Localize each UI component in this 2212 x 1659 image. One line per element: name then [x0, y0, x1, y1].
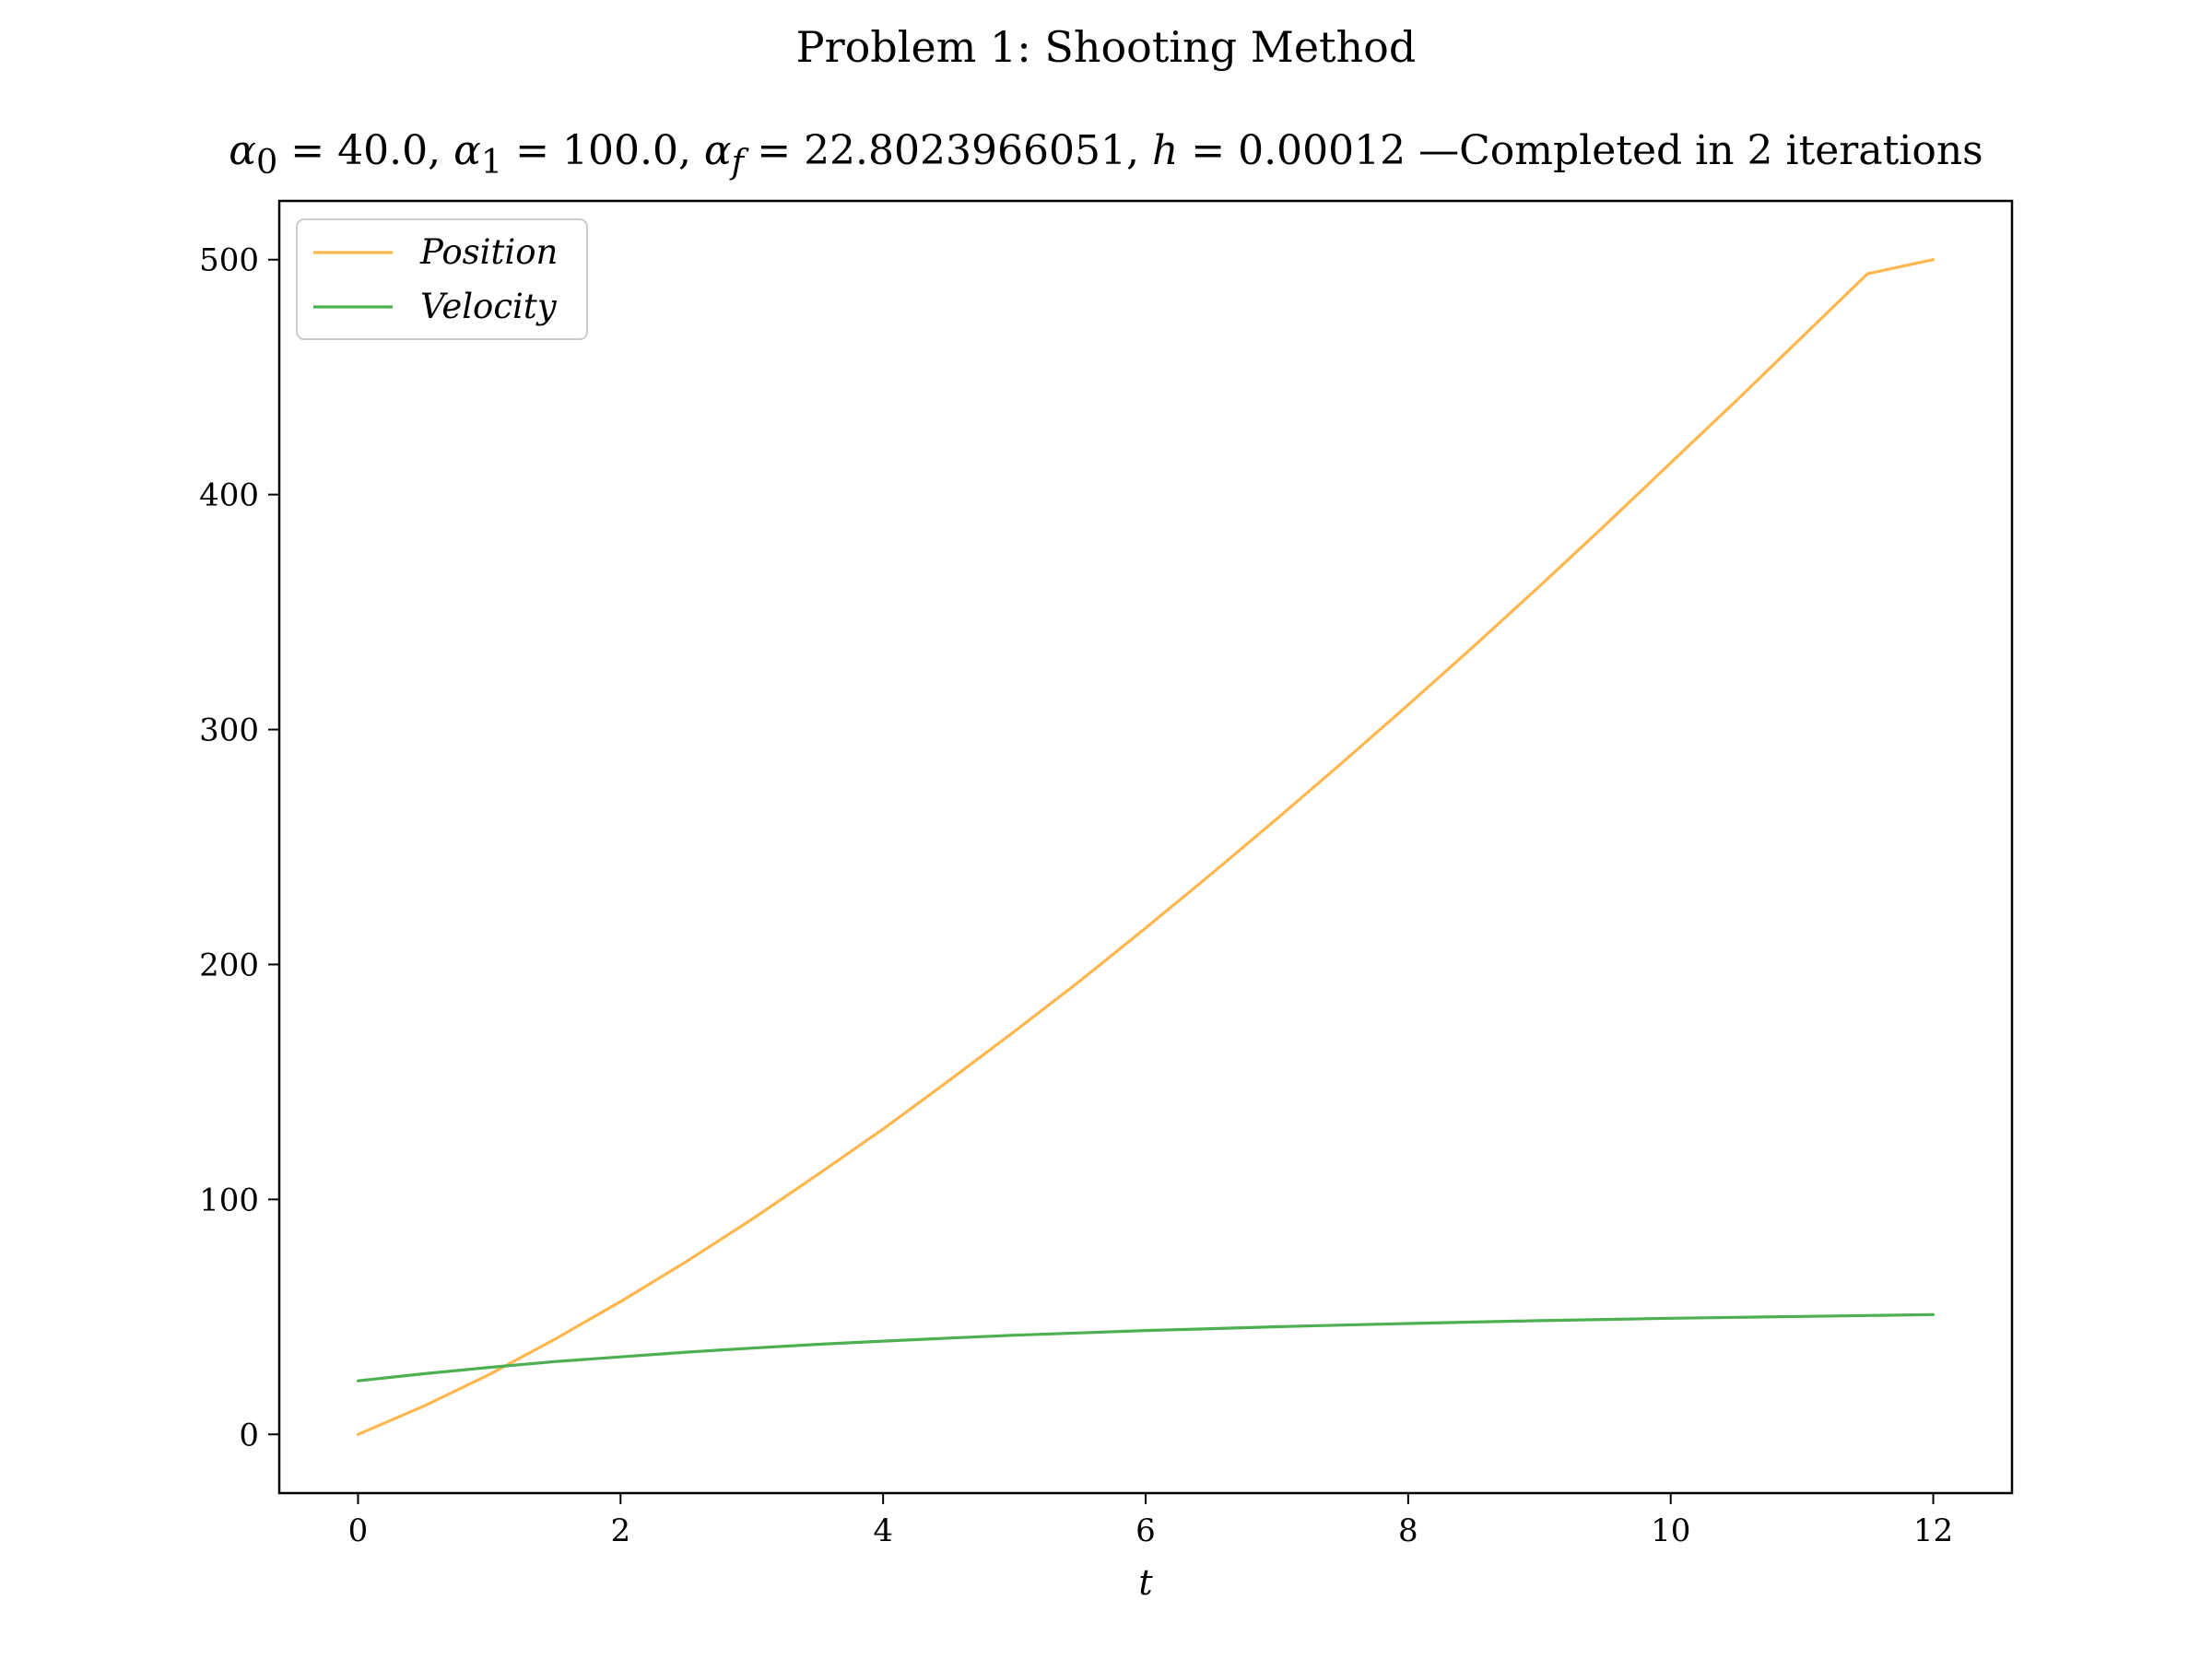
x-tick-label: 2	[610, 1512, 630, 1549]
x-tick-label: 4	[873, 1512, 893, 1549]
x-tick-label: 6	[1135, 1512, 1156, 1549]
y-tick-label: 0	[239, 1417, 259, 1453]
series-line-velocity	[356, 1312, 1936, 1382]
plot-frame	[277, 199, 2014, 1495]
y-tick-label: 500	[199, 242, 259, 279]
series-line-position	[356, 258, 1936, 1436]
x-axis-label: t	[1138, 1562, 1153, 1603]
y-tick-label: 200	[199, 947, 259, 983]
alphaf-value: 22.8023966051	[804, 127, 1126, 174]
alpha1-value: 100.0	[561, 127, 678, 174]
figure-title: Problem 1: Shooting Method	[795, 22, 1417, 72]
h-value: 0.00012	[1238, 127, 1406, 174]
legend: Position Velocity	[296, 218, 588, 340]
y-tick-label: 300	[199, 712, 259, 749]
alpha0-value: 40.0	[337, 127, 429, 174]
subtitle-tail: —Completed in 2 iterations	[1418, 127, 1983, 174]
y-tick-label: 100	[199, 1182, 259, 1218]
x-tick-label: 0	[348, 1512, 369, 1549]
series-layer	[356, 258, 1936, 1436]
y-tick-label: 400	[199, 477, 259, 514]
ticks-layer: 0 2 4 6 8 10 12 0 100 200 300 400 500	[199, 242, 1953, 1549]
legend-label-position: Position	[419, 232, 558, 272]
x-tick-label: 12	[1913, 1512, 1953, 1549]
legend-box	[296, 218, 588, 340]
plot-subtitle: α0 = 40.0, α1 = 100.0, αf = 22.802396605…	[229, 127, 1983, 182]
x-tick-label: 10	[1651, 1512, 1690, 1549]
x-tick-label: 8	[1398, 1512, 1418, 1549]
legend-label-velocity: Velocity	[420, 287, 558, 326]
